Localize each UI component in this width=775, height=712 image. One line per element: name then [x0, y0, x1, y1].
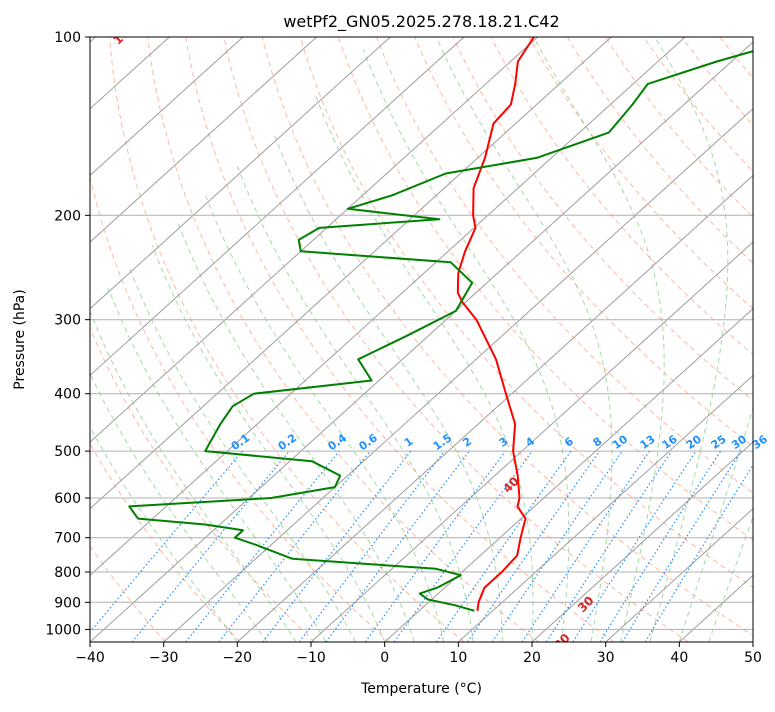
temperature-profile-line [458, 37, 534, 611]
dry-adiabat-line [529, 37, 775, 642]
y-tick-label: 800 [54, 565, 81, 581]
mixing-ratio-line [326, 451, 469, 642]
isotherm-line [0, 37, 611, 642]
mixing-ratio-line [436, 451, 571, 642]
mixing-ratio-label: 25 [709, 433, 729, 452]
profile-traces [129, 37, 775, 611]
y-tick-label: 1000 [45, 622, 81, 638]
mixing-ratio-line [263, 451, 411, 642]
y-tick-label: 400 [54, 387, 81, 403]
x-tick-label: 10 [449, 650, 467, 666]
mixing-ratio-line [82, 451, 243, 642]
mixing-ratio-line [365, 451, 505, 642]
isotherm-line [0, 37, 390, 642]
mixing-ratio-line [219, 451, 370, 642]
x-tick-label: 40 [670, 650, 688, 666]
y-tick-label: 600 [54, 491, 81, 507]
y-tick-label: 200 [54, 208, 81, 224]
x-tick-label: 20 [523, 650, 541, 666]
dry-adiabat-label: -20 [0, 24, 19, 49]
dry-adiabat-label: 30 [575, 593, 597, 615]
isotherm-line [90, 37, 759, 642]
mixing-ratio-label: 0.1 [229, 431, 252, 453]
dry-adiabat-line [71, 37, 389, 642]
x-tick-label: −20 [223, 650, 253, 666]
mixing-ratio-label: 1 [402, 435, 416, 450]
moist-adiabat-line [152, 246, 384, 642]
moist-adiabat-line [679, 37, 775, 642]
mixing-ratio-line [600, 451, 721, 642]
mixing-ratio-label: 1.5 [431, 431, 454, 453]
mixing-ratio-label: 13 [638, 433, 658, 452]
y-tick-label: 900 [54, 595, 81, 611]
isotherm-line [0, 37, 538, 642]
mixing-ratio-label: 0.2 [276, 431, 299, 453]
dry-adiabat-line [300, 37, 775, 642]
x-tick-label: 50 [744, 650, 762, 666]
isotherm-line [0, 37, 317, 642]
isotherm-line [16, 37, 685, 642]
y-tick-label: 100 [54, 30, 81, 46]
dewpoint-profile-line [129, 37, 775, 611]
moist-adiabat-line [88, 307, 296, 643]
isotherm-line [679, 37, 775, 642]
dry-adiabat-line [338, 37, 775, 642]
y-tick-label: 300 [54, 313, 81, 329]
moist-adiabat-line [363, 50, 569, 642]
plot-frame [90, 37, 753, 642]
x-axis-label: Temperature (°C) [360, 681, 482, 697]
moist-adiabat-line [650, 37, 728, 642]
y-axis-label: Pressure (hPa) [12, 289, 28, 389]
x-tick-label: −40 [75, 650, 105, 666]
chart-title: wetPf2_GN05.2025.278.18.21.C42 [283, 12, 559, 32]
dry-adiabat-line [224, 37, 688, 642]
x-axis: −40 −30 −20 −10 0 10 20 30 40 50 [75, 642, 762, 666]
dry-adiabat-line [720, 37, 775, 642]
dry-adiabat-line [758, 37, 775, 642]
moist-adiabat-line [315, 94, 533, 642]
x-tick-label: −10 [296, 650, 326, 666]
x-tick-label: 30 [597, 650, 615, 666]
moist-adiabat-line [178, 222, 415, 642]
mixing-ratio-label: 16 [660, 432, 680, 452]
moist-adiabat-line [206, 195, 444, 642]
background-lines [0, 37, 775, 642]
x-tick-label: −30 [149, 650, 179, 666]
isotherm-line [385, 37, 775, 642]
mixing-ratio-label: 30 [729, 432, 749, 452]
dry-adiabat-line [606, 37, 775, 642]
x-tick-label: 0 [380, 650, 389, 666]
mixing-ratio-line [468, 451, 600, 642]
y-tick-label: 700 [54, 531, 81, 547]
isotherm-line [606, 37, 775, 642]
moist-adiabat-line [237, 166, 473, 642]
mixing-ratio-line [132, 451, 289, 642]
y-axis: 100 200 300 400 500 600 700 800 900 1000 [45, 30, 90, 638]
isotherm-line [753, 37, 775, 642]
mixing-ratio-label: 0.4 [326, 431, 350, 453]
dry-adiabat-line [682, 37, 775, 642]
mixing-ratio-label: 8 [591, 435, 605, 450]
isotherm-line [237, 37, 775, 642]
mixing-ratio-line [573, 451, 696, 642]
y-tick-label: 500 [54, 444, 81, 460]
mixing-ratio-label: 2 [460, 435, 474, 450]
dry-adiabat-line [377, 37, 775, 642]
mixing-ratio-line [645, 451, 762, 642]
mixing-ratio-line [622, 451, 741, 642]
isotherm-line [458, 37, 775, 642]
